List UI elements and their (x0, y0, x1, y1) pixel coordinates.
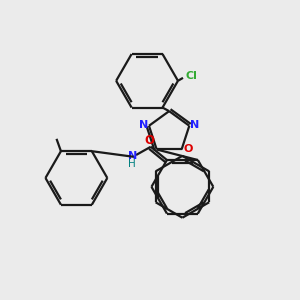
Text: O: O (183, 145, 193, 154)
Text: N: N (139, 120, 148, 130)
Text: H: H (128, 159, 136, 170)
Text: O: O (145, 134, 155, 147)
Text: N: N (128, 152, 137, 161)
Text: N: N (190, 120, 199, 130)
Text: Cl: Cl (185, 71, 197, 81)
